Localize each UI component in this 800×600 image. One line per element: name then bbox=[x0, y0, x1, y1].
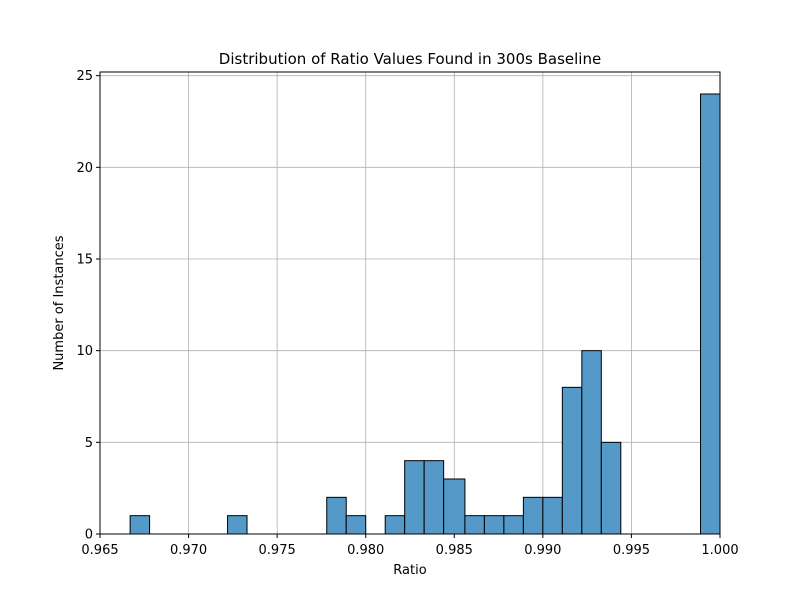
x-tick-label: 0.970 bbox=[170, 543, 207, 558]
y-tick-label: 20 bbox=[76, 161, 93, 176]
histogram-bar bbox=[345, 515, 367, 535]
x-tick-label: 1.000 bbox=[701, 543, 738, 558]
histogram-bar bbox=[227, 515, 248, 535]
y-axis-title: Number of Instances bbox=[52, 235, 67, 370]
x-axis-title: Ratio bbox=[393, 563, 426, 578]
y-axis-ticks: 0 5 10 15 20 25 bbox=[76, 69, 100, 543]
histogram-bar bbox=[129, 515, 151, 535]
x-tick-label: 0.965 bbox=[81, 543, 118, 558]
y-tick-label: 15 bbox=[76, 253, 93, 268]
y-tick-label: 5 bbox=[85, 436, 93, 451]
histogram-bar bbox=[384, 515, 406, 535]
histogram-bar bbox=[443, 478, 466, 535]
grid-lines bbox=[99, 72, 721, 535]
histogram-bar bbox=[404, 460, 425, 535]
plot-frame bbox=[99, 71, 721, 535]
x-axis-ticks: 0.965 0.970 0.975 0.980 0.985 0.990 0.995 1.000 bbox=[81, 534, 739, 558]
histogram-bar bbox=[483, 515, 505, 535]
y-tick-label: 0 bbox=[85, 528, 93, 543]
histogram-bar bbox=[561, 386, 583, 535]
x-tick-label: 0.985 bbox=[436, 543, 473, 558]
histogram-bar bbox=[326, 496, 347, 535]
histogram-bar bbox=[542, 496, 563, 535]
x-tick-label: 0.975 bbox=[259, 543, 296, 558]
x-tick-label: 0.980 bbox=[347, 543, 384, 558]
histogram-bar bbox=[522, 496, 544, 535]
histogram-bar bbox=[464, 515, 485, 535]
x-tick-label: 0.990 bbox=[524, 543, 561, 558]
y-tick-label: 10 bbox=[76, 344, 93, 359]
histogram-bar bbox=[423, 460, 445, 535]
histogram-bar bbox=[581, 350, 602, 535]
histogram-bar bbox=[700, 93, 721, 535]
chart-title: Distribution of Ratio Values Found in 30… bbox=[219, 50, 601, 68]
y-tick-label: 25 bbox=[76, 69, 93, 84]
histogram-bar bbox=[600, 441, 622, 535]
x-tick-label: 0.995 bbox=[613, 543, 650, 558]
histogram-bar bbox=[503, 515, 524, 535]
